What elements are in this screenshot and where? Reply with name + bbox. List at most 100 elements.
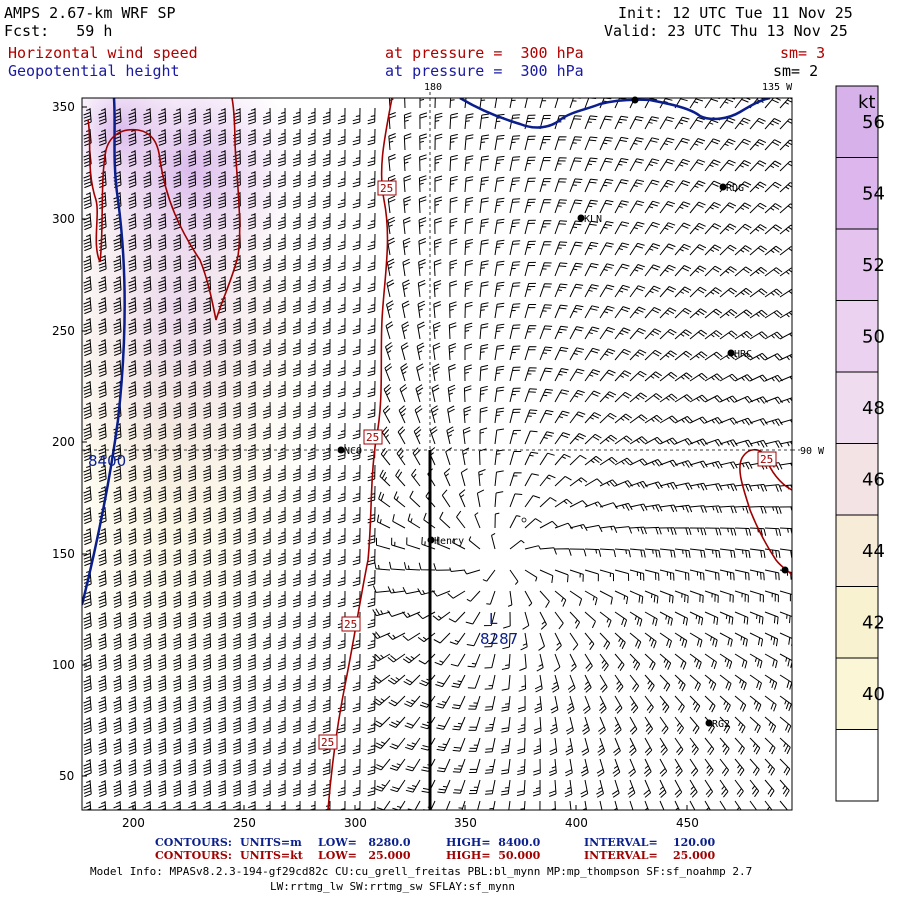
wind-contour-left-core (87, 98, 241, 321)
y-tick-label: 300 (52, 212, 75, 226)
footer-contours2-interval: INTERVAL= 25.000 (584, 849, 716, 862)
height-contours (82, 98, 771, 606)
footer-model-info: Model Info: MPASv8.2.3-194-gf29cd82c CU:… (90, 865, 753, 878)
svg-text:25: 25 (321, 736, 334, 749)
field-wind-speed: Horizontal wind speed (8, 44, 198, 62)
svg-text:Henry: Henry (434, 536, 464, 547)
stations: NCO Henry KLN RDG HRC RG2 (337, 183, 752, 730)
height-contour-8400-north (459, 98, 771, 129)
model-title: AMPS 2.67-km WRF SP (4, 4, 176, 22)
level-wind: at pressure = 300 hPa (385, 44, 584, 62)
x-tick-label: 200 (122, 816, 145, 830)
y-tick-label: 350 (52, 100, 75, 114)
footer-contours1-interval: INTERVAL= 120.00 (584, 836, 716, 849)
footer-contours2-high: HIGH= 50.000 (446, 849, 541, 862)
footer-model-info-2: LW:rrtmg_lw SW:rrtmg_sw SFLAY:sf_mynn (270, 880, 516, 893)
colorbar-label: 46 (862, 469, 885, 490)
x-tick-label: 400 (565, 816, 588, 830)
svg-text:25: 25 (344, 618, 357, 631)
wind-contour-label-box: 25 (363, 429, 383, 445)
colorbar-label: 44 (862, 541, 885, 562)
wind-contour-label-box: 25 (341, 616, 361, 632)
graticule (82, 92, 800, 451)
wind-contour-label-box: 25 (757, 451, 777, 467)
y-tick-label: 250 (52, 324, 75, 338)
svg-text:RG2: RG2 (712, 719, 730, 730)
svg-text:25: 25 (380, 182, 393, 195)
svg-text:25: 25 (366, 431, 379, 444)
x-tick-label: 350 (454, 816, 477, 830)
lon-label-135w: 135 W (762, 82, 793, 93)
colorbar-label: 50 (862, 326, 885, 347)
footer-contours2-units: UNITS=kt (240, 849, 303, 862)
valid-time: Valid: 23 UTC Thu 13 Nov 25 (604, 22, 848, 40)
height-contour-8400-west (82, 98, 127, 606)
footer-contours1-high: HIGH= 8400.0 (446, 836, 541, 849)
svg-text:HRC: HRC (734, 349, 752, 360)
low-marker: L (489, 610, 498, 628)
colorbar-segment (836, 515, 878, 587)
low-value: 8287 (480, 630, 518, 648)
height-label-8400: 8400 (88, 452, 126, 470)
station-rg2: RG2 (705, 719, 730, 730)
station-rdg: RDG (719, 183, 744, 194)
x-axis: 200 250 300 350 400 450 (122, 805, 699, 830)
colorbar-segment (836, 729, 878, 801)
station-henry: Henry (427, 536, 464, 547)
field-geopotential: Geopotential height (8, 62, 180, 80)
wind-contour-label-box: 25 (377, 180, 397, 196)
colorbar-label: 52 (862, 255, 885, 276)
level-height: at pressure = 300 hPa (385, 62, 584, 80)
colorbar-label: 56 (862, 112, 885, 133)
colorbar-label: 40 (862, 684, 885, 705)
station-dot-east (781, 566, 789, 574)
colorbar-segment (836, 443, 878, 515)
wind-contour-labels: 25 25 25 25 25 (318, 180, 777, 750)
lon-label-90w: 90 W (800, 446, 825, 457)
smooth-height: sm= 2 (773, 62, 819, 80)
plot-frame (81, 97, 793, 811)
station-hrc: HRC (727, 349, 752, 360)
x-tick-label: 300 (344, 816, 367, 830)
svg-text:NCO: NCO (344, 446, 362, 457)
init-time: Init: 12 UTC Tue 11 Nov 25 (618, 4, 853, 22)
y-tick-label: 50 (59, 769, 74, 783)
low-center-marker (521, 517, 527, 523)
colorbar-segment (836, 372, 878, 444)
station-nco: NCO (337, 446, 362, 457)
colorbar-label: 54 (862, 183, 885, 204)
station-kln: KLN (577, 214, 602, 225)
wind-speed-shading (82, 98, 792, 810)
colorbar-label: 42 (862, 612, 885, 633)
x-tick-label: 450 (676, 816, 699, 830)
svg-text:KLN: KLN (584, 214, 602, 225)
footer-contours1-low: LOW= 8280.0 (318, 836, 411, 849)
station-dot-north (631, 96, 639, 104)
lon-label-180: 180 (424, 82, 442, 93)
svg-text:25: 25 (760, 453, 773, 466)
colorbar-unit: kt (858, 92, 875, 113)
footer-contours1-units: UNITS=m (240, 836, 302, 849)
colorbar-segment (836, 586, 878, 658)
colorbar-segment (836, 229, 878, 301)
footer-contours2-label: CONTOURS: (155, 849, 232, 862)
footer-contours1-label: CONTOURS: (155, 836, 232, 849)
y-tick-label: 100 (52, 658, 75, 672)
x-tick-label: 250 (233, 816, 256, 830)
colorbar-label: 48 (862, 398, 885, 419)
wind-contour-label-box: 25 (318, 734, 338, 750)
colorbar-segment (836, 157, 878, 229)
colorbar-segment (836, 86, 878, 158)
y-tick-label: 200 (52, 435, 75, 449)
footer-contours2-low: LOW= 25.000 (318, 849, 411, 862)
smooth-wind: sm= 3 (780, 44, 826, 62)
y-tick-label: 150 (52, 547, 75, 561)
colorbar-segment (836, 658, 878, 730)
y-axis: 350 300 250 200 150 100 50 (52, 100, 87, 783)
svg-text:RDG: RDG (726, 183, 744, 194)
forecast-hour: Fcst: 59 h (4, 22, 113, 40)
wind-barbs (83, 98, 792, 810)
colorbar-segment (836, 300, 878, 372)
